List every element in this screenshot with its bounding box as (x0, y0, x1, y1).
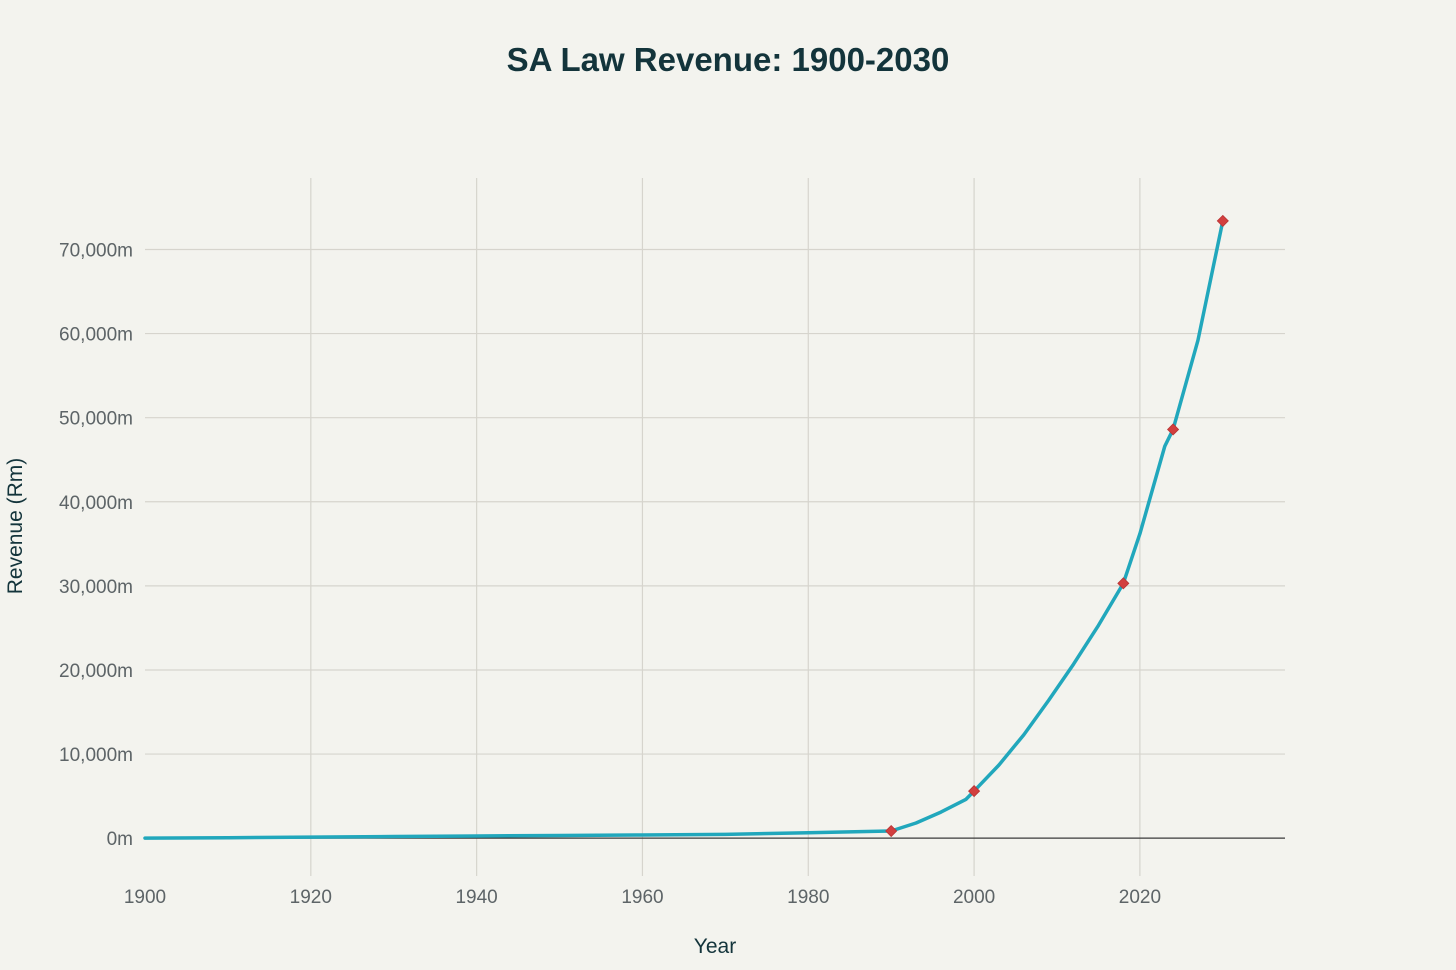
y-axis-title: Revenue (Rm) (4, 458, 27, 595)
x-tick-label-2000: 2000 (953, 887, 995, 908)
key-point-markers (885, 214, 1229, 838)
y-axis-tick-labels: 0m 10,000m 20,000m 30,000m 40,000m 50,000m 60,… (59, 240, 133, 850)
marker-2018 (1117, 577, 1130, 590)
x-tick-label-2020: 2020 (1119, 887, 1161, 908)
revenue-series-line (143, 219, 1225, 840)
marker-2024 (1167, 423, 1180, 436)
x-gridlines (310, 178, 1141, 876)
y-tick-label-10000: 10,000m (59, 745, 133, 766)
marker-2030 (1216, 214, 1229, 227)
x-tick-label-1900: 1900 (124, 887, 166, 908)
y-gridlines (145, 248, 1285, 755)
y-tick-label-50000: 50,000m (59, 409, 133, 430)
x-tick-label-1980: 1980 (787, 887, 829, 908)
x-tick-label-1940: 1940 (455, 887, 497, 908)
marker-1990 (885, 824, 898, 838)
marker-2000 (968, 784, 981, 798)
y-tick-label-20000: 20,000m (59, 661, 133, 682)
chart-title: SA Law Revenue: 1900-2030 (507, 41, 950, 78)
y-tick-label-60000: 60,000m (59, 325, 133, 346)
x-axis-tick-labels: 1900 1920 1940 1960 1980 2000 2020 (124, 887, 1161, 908)
y-tick-label-0: 0m (107, 829, 133, 850)
x-tick-label-1920: 1920 (290, 887, 332, 908)
y-tick-label-70000: 70,000m (59, 240, 133, 261)
y-tick-label-30000: 30,000m (59, 577, 133, 598)
x-axis-title: Year (694, 935, 736, 958)
y-tick-label-40000: 40,000m (59, 493, 133, 514)
x-tick-label-1960: 1960 (621, 887, 663, 908)
